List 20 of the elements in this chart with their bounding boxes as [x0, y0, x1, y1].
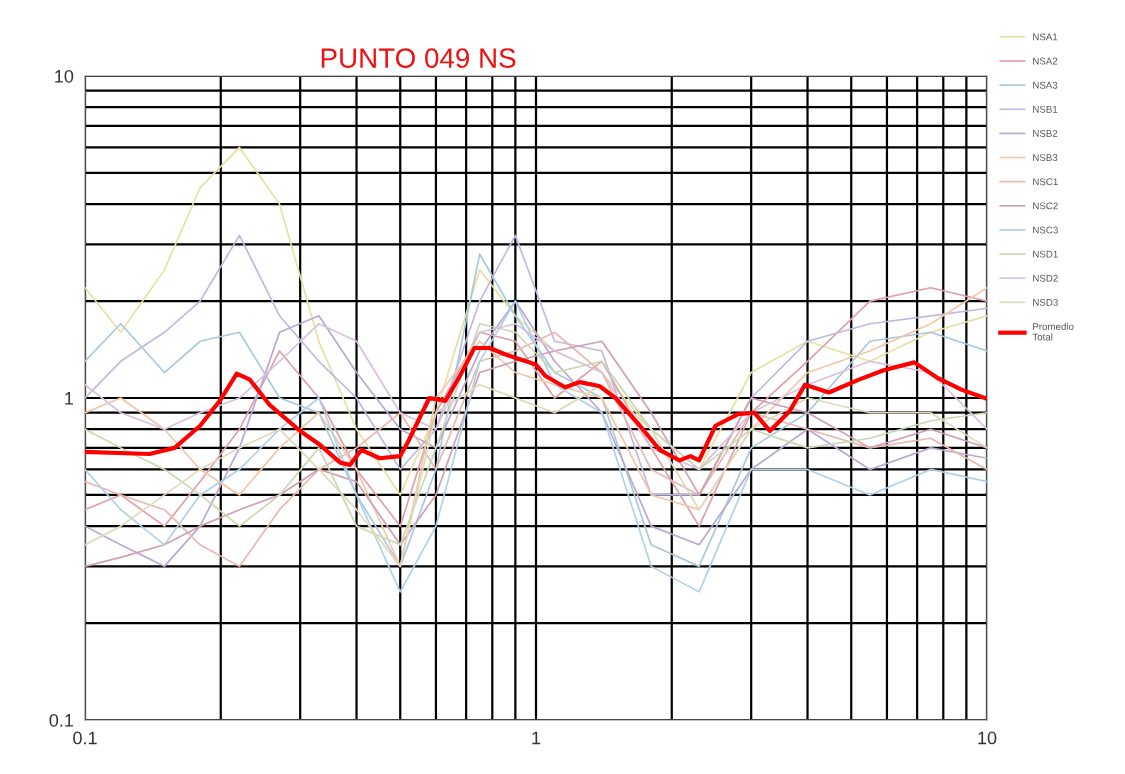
legend-label: NSC2: [1033, 202, 1058, 210]
legend-label: NSB1: [1033, 105, 1058, 113]
legend-label: NSB2: [1033, 130, 1058, 137]
x-tick-label: 1: [532, 731, 541, 745]
x-tick-label: 0.1: [73, 731, 97, 745]
chart-title: PUNTO 049 NS: [321, 48, 516, 68]
legend-label: NSD3: [1033, 298, 1058, 306]
legend-label: NSA3: [1033, 81, 1058, 89]
legend-label: NSA2: [1033, 57, 1058, 65]
legend-label: NSC3: [1033, 226, 1058, 234]
legend-label: NSD1: [1033, 250, 1058, 258]
y-tick-label: 0.1: [49, 713, 74, 727]
legend-label: NSD2: [1033, 274, 1058, 282]
legend-label: NSA1: [1033, 33, 1058, 41]
legend-label: NSC1: [1033, 178, 1058, 186]
legend-label: Promedio Total: [1032, 322, 1074, 341]
y-tick-label: 1: [65, 392, 74, 405]
y-tick-label: 10: [55, 69, 74, 83]
legend-label: NSB3: [1033, 154, 1058, 162]
x-tick-label: 10: [978, 731, 997, 745]
